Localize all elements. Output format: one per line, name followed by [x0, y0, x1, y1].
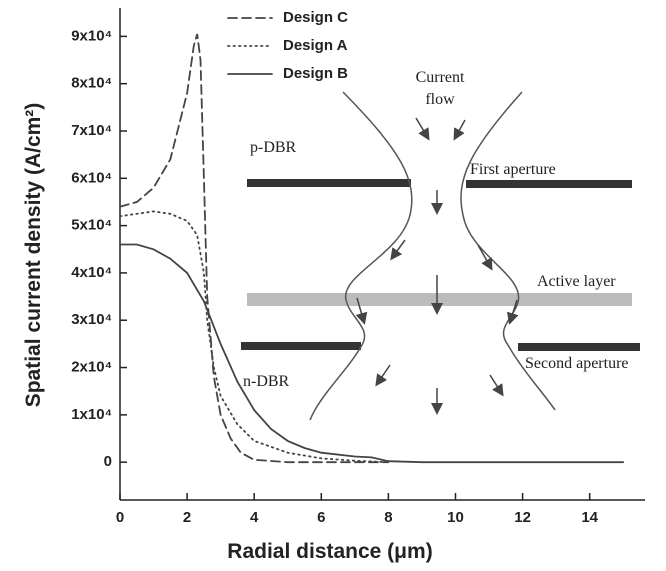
arrow [477, 244, 493, 271]
y-tick-label: 6x10⁴ [71, 169, 112, 186]
first-aperture-right [466, 180, 632, 188]
y-axis-label: Spatial current density (A/cm²) [22, 103, 45, 408]
series-line [119, 243, 625, 464]
arrow [390, 239, 406, 261]
x-tick-label: 14 [581, 509, 598, 526]
diagram-label: Current [416, 69, 465, 86]
y-tick-label: 8x10⁴ [71, 75, 112, 92]
legend-label: Design C [283, 9, 348, 26]
y-tick-label: 3x10⁴ [71, 311, 112, 328]
x-tick-label: 0 [116, 509, 124, 526]
diagram-label: flow [425, 91, 455, 108]
arrow [453, 119, 466, 141]
second-aperture-right [518, 343, 640, 351]
y-tick-label: 0 [104, 453, 112, 470]
first-aperture-left [247, 179, 411, 187]
flow-boundary-left [309, 91, 413, 421]
y-tick-label: 7x10⁴ [71, 122, 112, 139]
second-aperture-left [241, 342, 361, 350]
y-tick-label: 4x10⁴ [71, 264, 112, 281]
y-tick-label: 5x10⁴ [71, 217, 112, 234]
arrow [489, 374, 504, 397]
y-tick-label: 1x10⁴ [71, 406, 112, 423]
x-axis-label: Radial distance (μm) [227, 540, 432, 563]
arrow [375, 364, 391, 387]
series-line [119, 210, 390, 464]
active-layer-bar [247, 293, 632, 306]
legend-label: Design A [283, 37, 348, 54]
arrow [507, 299, 519, 325]
diagram-label: Second aperture [525, 355, 629, 372]
aperture-diagram: Current flow p-DBR First aperture Active… [241, 69, 640, 421]
x-tick-label: 4 [250, 509, 259, 526]
x-tick-label: 2 [183, 509, 191, 526]
diagram-label: n-DBR [243, 373, 290, 390]
diagram-label: First aperture [470, 161, 556, 178]
x-tick-label: 12 [514, 509, 531, 526]
diagram-label: Active layer [537, 273, 616, 290]
y-tick-label: 9x10⁴ [71, 27, 112, 44]
y-tick-label: 2x10⁴ [71, 359, 112, 376]
arrow [355, 297, 368, 325]
diagram-label: p-DBR [250, 139, 297, 156]
legend-label: Design B [283, 65, 348, 82]
x-tick-label: 6 [317, 509, 325, 526]
x-tick-label: 10 [447, 509, 464, 526]
flow-boundary-right [460, 91, 556, 411]
x-tick-label: 8 [384, 509, 392, 526]
arrow [415, 117, 430, 141]
series-line [119, 33, 390, 464]
